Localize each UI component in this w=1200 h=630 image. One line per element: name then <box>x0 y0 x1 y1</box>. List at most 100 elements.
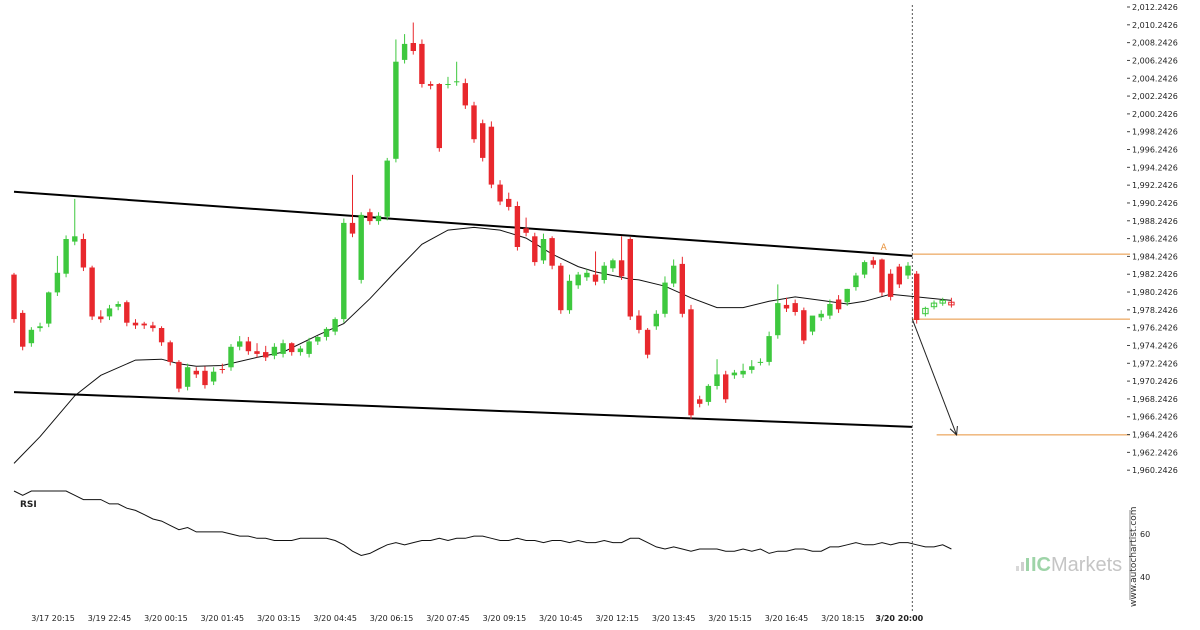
price-tick-label: 2,010.2426 <box>1132 21 1178 30</box>
time-tick-label: 3/20 18:15 <box>821 614 865 623</box>
candle-body <box>809 315 816 332</box>
rsi-tick-label: 40 <box>1140 573 1150 582</box>
candle-body <box>323 328 330 337</box>
candle-body <box>263 352 269 358</box>
candle-body <box>228 346 234 368</box>
time-tick-label: 3/20 04:45 <box>313 614 357 623</box>
brand-area: ICMarkets www.autochartist.com <box>1016 506 1139 607</box>
candle-body <box>80 239 87 268</box>
forming-candle-body <box>948 301 955 306</box>
candle-body <box>827 304 833 316</box>
candle-body <box>549 238 555 266</box>
candle-body <box>644 329 651 355</box>
candle-body <box>54 272 61 293</box>
time-tick-label: 3/20 13:45 <box>652 614 696 623</box>
candle-body <box>688 309 694 416</box>
watermark-text: www.autochartist.com <box>1129 506 1139 607</box>
candle-body <box>801 310 807 341</box>
candle-body <box>202 370 208 386</box>
time-tick-label: 3/20 09:15 <box>483 614 527 623</box>
candle-body <box>601 265 607 280</box>
candle-body <box>879 259 885 293</box>
candle-body <box>584 272 590 278</box>
candle-body <box>853 275 859 288</box>
candle-body <box>358 214 364 280</box>
price-tick-label: 1,994.2426 <box>1132 163 1178 172</box>
price-tick-label: 2,008.2426 <box>1132 39 1178 48</box>
candle-body <box>106 308 113 317</box>
candle-body <box>618 260 625 277</box>
candle-body <box>141 323 147 326</box>
candle-body <box>271 346 278 356</box>
channel-lower-line <box>13 391 913 428</box>
price-tick-label: 1,970.2426 <box>1132 377 1178 386</box>
time-tick-label: 3/20 16:45 <box>765 614 809 623</box>
price-tick-label: 1,962.2426 <box>1132 448 1178 457</box>
price-tick-label: 1,966.2426 <box>1132 413 1178 422</box>
candle-body <box>176 361 182 389</box>
candle-body <box>905 265 911 276</box>
candle-body <box>731 372 738 376</box>
candle-body <box>575 274 581 286</box>
candle-body <box>245 341 252 352</box>
moving-average-line <box>13 226 952 464</box>
time-tick-label: 3/20 06:15 <box>370 614 414 623</box>
candle-body <box>297 348 304 353</box>
candle-body <box>558 265 564 311</box>
candle-body <box>714 374 720 386</box>
candle-body <box>671 265 677 284</box>
price-tick-label: 1,980.2426 <box>1132 288 1178 297</box>
candle-body <box>488 126 495 185</box>
candle-body <box>818 313 824 318</box>
candle-body <box>462 83 468 106</box>
candle-body <box>749 366 755 370</box>
time-tick-label: 3/20 00:15 <box>144 614 188 623</box>
candle-body <box>254 351 260 354</box>
candle-body <box>315 337 321 342</box>
candle-body <box>896 266 902 285</box>
candle-body <box>566 280 573 311</box>
time-tick-label: 3/20 03:15 <box>257 614 301 623</box>
price-tick-label: 2,004.2426 <box>1132 74 1178 83</box>
candle-body <box>37 326 43 329</box>
candle-body <box>306 341 312 354</box>
price-tick-label: 1,978.2426 <box>1132 306 1178 315</box>
price-tick-label: 1,974.2426 <box>1132 341 1178 350</box>
rsi-label: RSI <box>20 500 37 510</box>
price-tick-label: 2,006.2426 <box>1132 56 1178 65</box>
price-tick-label: 1,976.2426 <box>1132 324 1178 333</box>
candle-body <box>679 263 685 314</box>
price-tick-label: 1,972.2426 <box>1132 359 1178 368</box>
brand-wordmark: ICMarkets <box>1031 554 1122 576</box>
candle-body <box>184 367 191 387</box>
channel-layer <box>13 190 913 428</box>
candle-body <box>427 84 434 86</box>
price-tick-label: 1,982.2426 <box>1132 270 1178 279</box>
candle-body <box>20 312 26 347</box>
candle-body <box>757 361 764 363</box>
price-tick-label: 1,968.2426 <box>1132 395 1178 404</box>
price-tick-label: 2,000.2426 <box>1132 110 1178 119</box>
candle-body <box>28 329 35 344</box>
projection-arrow-line <box>911 318 958 436</box>
time-axis: 3/17 20:15 3/19 22:45 3/20 00:15 3/20 01:45… <box>31 614 923 623</box>
price-axis: 2,012.2426 2,010.2426 2,008.2426 2,006.2426… <box>1127 3 1178 475</box>
candle-body <box>63 239 69 274</box>
candle-body <box>237 341 243 347</box>
candle-body <box>861 262 868 275</box>
candle-body <box>610 260 616 269</box>
price-tick-label: 1,986.2426 <box>1132 235 1178 244</box>
candle-body <box>844 288 850 303</box>
price-tick-label: 1,988.2426 <box>1132 217 1178 226</box>
candle-body <box>592 274 599 282</box>
candle-body <box>445 84 451 85</box>
candle-body <box>72 236 78 242</box>
candle-body <box>627 239 633 317</box>
candle-body <box>349 222 356 234</box>
candle-body <box>775 303 781 336</box>
forming-candle-body <box>922 307 929 315</box>
candle-body <box>454 81 460 83</box>
candles-layer <box>11 22 955 419</box>
candle-body <box>158 328 165 343</box>
